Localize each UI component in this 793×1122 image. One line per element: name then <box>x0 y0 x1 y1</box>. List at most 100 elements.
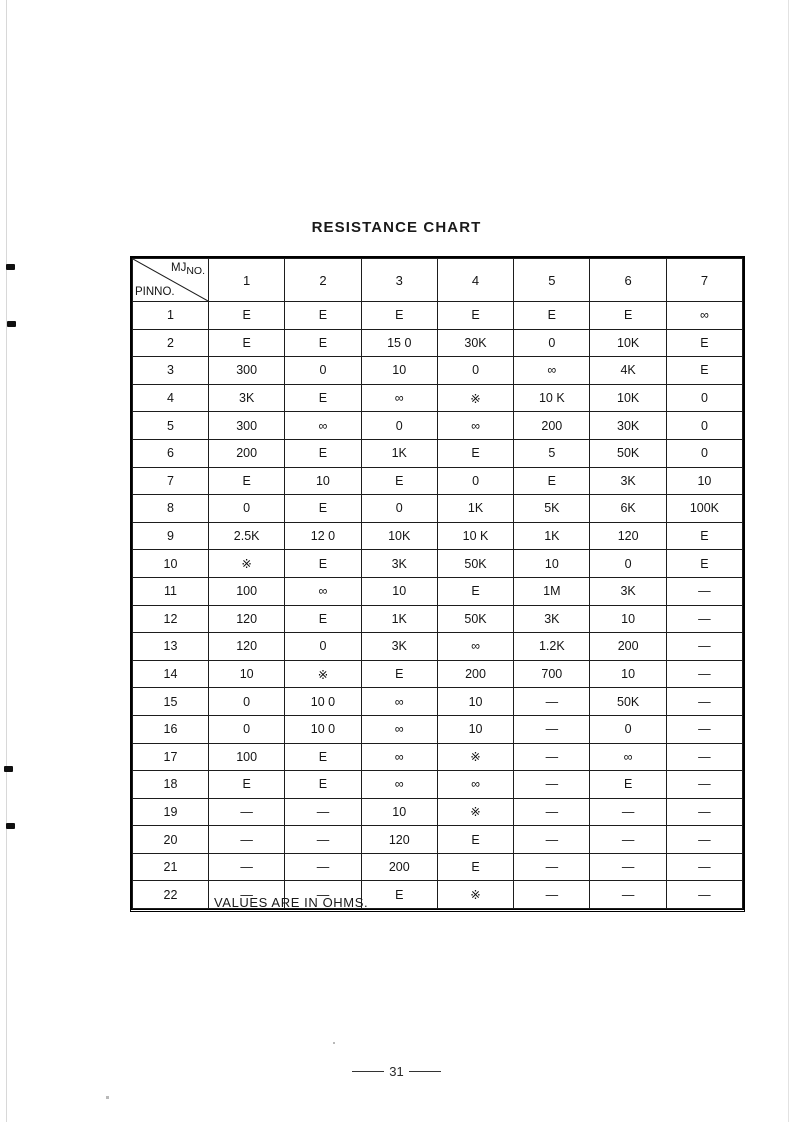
resistance-cell: — <box>513 770 591 799</box>
resistance-cell: ∞ <box>513 356 591 385</box>
resistance-cell: E <box>589 770 667 799</box>
resistance-cell: 30K <box>589 411 667 440</box>
resistance-cell: ∞ <box>436 411 515 440</box>
chart-caption: VALUES ARE IN OHMS. <box>214 895 369 910</box>
table-row: 10 ※ E 3K 50K 10 0 E <box>132 549 744 578</box>
resistance-cell: 3K <box>360 632 438 661</box>
row-header-pin-no: 12 <box>132 604 209 634</box>
table-row: 7 E 10 E 0 E 3K 10 <box>132 466 744 496</box>
page-title: RESISTANCE CHART <box>311 219 482 236</box>
table-row: 14 10 ※ E 200 700 10— <box>132 659 744 689</box>
scan-speck <box>333 1042 335 1044</box>
resistance-cell: 10 K <box>436 521 515 551</box>
resistance-cell: E <box>207 301 286 330</box>
resistance-chart-table-wrapper: MJNO. PINNO. 1 2 3 4 5 6 7 1 E E E E E E ∞ 2 E E 15… <box>130 255 745 913</box>
resistance-cell: 300 <box>207 356 286 385</box>
resistance-cell: 0 <box>360 411 438 440</box>
scan-edge-right <box>788 0 789 1122</box>
resistance-cell: — <box>513 742 591 772</box>
row-header-pin-no: 3 <box>132 356 209 385</box>
resistance-cell: E <box>284 549 362 578</box>
margin-artifact-mark <box>6 823 15 829</box>
corner-label-mj-no: NO. <box>186 265 205 277</box>
resistance-cell: 4K <box>589 356 667 385</box>
resistance-cell: E <box>436 825 515 854</box>
row-header-pin-no: 10 <box>132 549 209 578</box>
resistance-cell: 0 <box>589 714 667 744</box>
resistance-cell: E <box>436 852 515 882</box>
table-row: 13 120 0 3K ∞ 1.2K 200— <box>132 632 744 661</box>
resistance-cell: E <box>665 549 744 578</box>
column-header-mj-3: 3 <box>360 258 438 302</box>
table-row: 22— — E ※ — — — <box>132 880 744 910</box>
table-body: 1 E E E E E E ∞ 2 E E 15 0 30K 0 10K E 3 300 0 10 0 ∞ 4K E 4 3K E ∞… <box>132 301 744 910</box>
resistance-cell: E <box>360 466 438 496</box>
resistance-cell: 3K <box>589 576 667 606</box>
resistance-cell: — <box>589 825 667 854</box>
footer-rule-left <box>352 1071 385 1073</box>
row-header-pin-no: 9 <box>132 521 209 551</box>
resistance-cell: — <box>665 852 744 882</box>
resistance-cell: — <box>665 604 744 634</box>
resistance-cell: 30K <box>436 328 515 358</box>
resistance-cell: ∞ <box>360 742 438 772</box>
resistance-cell: ∞ <box>360 714 438 744</box>
resistance-cell: — <box>207 852 286 882</box>
table-row: 6 200 E 1K E 5 50K 0 <box>132 438 744 468</box>
column-header-mj-4: 4 <box>436 258 515 302</box>
resistance-cell: E <box>436 438 515 468</box>
resistance-cell: 6K <box>589 494 667 523</box>
resistance-cell: E <box>284 494 362 523</box>
resistance-cell: E <box>360 301 438 330</box>
column-header-mj-2: 2 <box>284 258 362 302</box>
resistance-cell: — <box>665 797 744 827</box>
table-row: 3 300 0 10 0 ∞ 4K E <box>132 356 744 385</box>
row-header-pin-no: 2 <box>132 328 209 358</box>
resistance-cell: E <box>360 659 438 689</box>
resistance-cell: ※ <box>436 742 515 772</box>
resistance-cell: 15 0 <box>360 328 438 358</box>
resistance-cell: 700 <box>513 659 591 689</box>
resistance-cell: 120 <box>207 632 286 661</box>
resistance-cell: ∞ <box>360 770 438 799</box>
resistance-cell: — <box>665 742 744 772</box>
resistance-cell: — <box>665 659 744 689</box>
resistance-cell: E <box>284 604 362 634</box>
scan-edge-left <box>6 0 7 1122</box>
resistance-cell: 10 <box>360 356 438 385</box>
resistance-cell: 10 <box>360 797 438 827</box>
resistance-cell: 5K <box>513 494 591 523</box>
resistance-cell: E <box>360 880 438 910</box>
resistance-cell: E <box>436 576 515 606</box>
resistance-cell: 50K <box>436 604 515 634</box>
resistance-cell: 0 <box>513 328 591 358</box>
resistance-cell: — <box>665 576 744 606</box>
resistance-cell: E <box>207 466 286 496</box>
resistance-cell: 200 <box>436 659 515 689</box>
table-row: 9 2.5K 12 0 10K 10 K 1K 120 E <box>132 521 744 551</box>
resistance-cell: 0 <box>207 714 286 744</box>
footer-rule-right <box>408 1071 441 1073</box>
resistance-cell: — <box>665 714 744 744</box>
resistance-cell: E <box>284 770 362 799</box>
resistance-cell: — <box>589 797 667 827</box>
table-row: 8 0 E 0 1K 5K 6K 100K <box>132 494 744 523</box>
resistance-cell: — <box>589 880 667 910</box>
resistance-cell: E <box>513 466 591 496</box>
row-header-pin-no: 20 <box>132 825 209 854</box>
resistance-cell: ∞ <box>360 687 438 716</box>
resistance-cell: E <box>284 383 362 413</box>
column-header-mj-1: 1 <box>207 258 286 302</box>
resistance-cell: 10K <box>360 521 438 551</box>
resistance-cell: 100 <box>207 742 286 772</box>
column-header-mj-6: 6 <box>589 258 667 302</box>
resistance-cell: E <box>665 328 744 358</box>
table-row: 11 100 ∞ 10 E 1M 3K — <box>132 576 744 606</box>
resistance-cell: — <box>513 825 591 854</box>
column-header-mj-5: 5 <box>513 258 591 302</box>
row-header-pin-no: 6 <box>132 438 209 468</box>
resistance-cell: 50K <box>589 687 667 716</box>
table-row: 21— —200 E — — — <box>132 852 744 882</box>
table-row: 15 0 10 0 ∞ 10—50K — <box>132 687 744 716</box>
